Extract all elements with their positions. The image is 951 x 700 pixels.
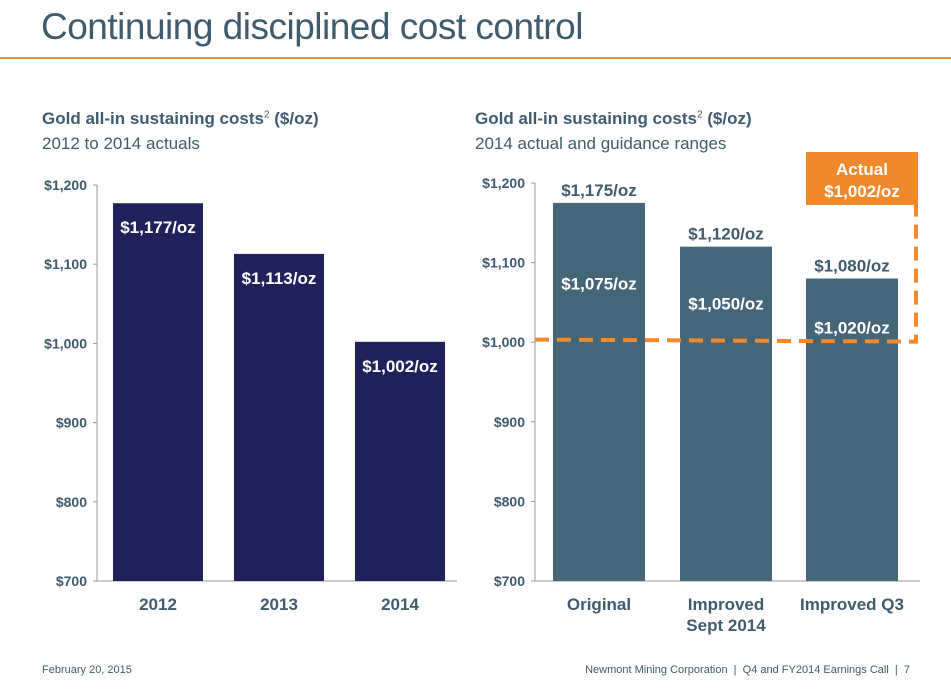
right-bar-1 [680, 246, 772, 581]
left-title-text: Gold all-in sustaining costs [42, 109, 264, 128]
left-x-tick-label: 2012 [139, 595, 177, 614]
right-bar-2 [806, 278, 898, 581]
footer-date: February 20, 2015 [42, 664, 132, 676]
left-bar-value-label: $1,002/oz [362, 357, 438, 376]
actual-callout-label: Actual [836, 160, 888, 179]
right-bar-high-label: $1,175/oz [561, 181, 637, 200]
left-bar-2013 [234, 253, 324, 582]
right-title-text: Gold all-in sustaining costs [475, 109, 697, 128]
right-title-unit: ($/oz) [702, 109, 752, 128]
right-y-tick-label: $800 [494, 493, 525, 509]
left-bar-2012 [113, 203, 203, 581]
right-bar-0 [553, 202, 645, 581]
left-y-tick-label: $1,000 [44, 335, 87, 351]
left-y-tick-label: $700 [56, 573, 87, 589]
right-bar-high-label: $1,120/oz [688, 225, 764, 244]
right-x-tick-label: Improved [688, 595, 765, 614]
right-bar-low-label: $1,075/oz [561, 275, 637, 294]
left-bar-value-label: $1,177/oz [120, 218, 196, 237]
right-chart-subtitle: 2014 actual and guidance ranges [475, 134, 727, 153]
left-bar-2014 [355, 341, 445, 581]
actual-dashed-line [534, 205, 918, 344]
right-y-tick-label: $700 [494, 573, 525, 589]
right-x-tick-label: Improved Q3 [800, 595, 904, 614]
left-x-tick-label: 2013 [260, 595, 298, 614]
left-y-tick-label: $1,100 [44, 256, 87, 272]
right-chart-title: Gold all-in sustaining costs2 ($/oz) [475, 109, 752, 129]
left-chart-title: Gold all-in sustaining costs2 ($/oz) [42, 109, 319, 129]
right-y-tick-label: $1,100 [482, 255, 525, 271]
left-y-tick-label: $1,200 [44, 177, 87, 193]
right-bar-low-label: $1,050/oz [688, 294, 764, 313]
left-y-tick-label: $900 [56, 415, 87, 431]
actual-callout-box [806, 152, 918, 205]
right-y-tick-label: $1,200 [482, 175, 525, 191]
right-y-tick-label: $1,000 [482, 334, 525, 350]
right-x-tick-label: Sept 2014 [686, 616, 766, 635]
footer-info: Newmont Mining Corporation | Q4 and FY20… [585, 664, 910, 676]
right-y-tick-label: $900 [494, 414, 525, 430]
left-chart-subtitle: 2012 to 2014 actuals [42, 134, 200, 153]
title-divider [0, 57, 951, 59]
left-title-footnote: 2 [263, 109, 270, 121]
actual-callout-label: $1,002/oz [824, 182, 900, 201]
right-title-footnote: 2 [696, 109, 703, 121]
left-y-tick-label: $800 [56, 494, 87, 510]
right-x-tick-label: Original [567, 595, 631, 614]
left-title-unit: ($/oz) [269, 109, 319, 128]
right-bar-low-label: $1,020/oz [814, 318, 890, 337]
right-bar-high-label: $1,080/oz [814, 257, 890, 276]
left-x-tick-label: 2014 [381, 595, 419, 614]
left-bar-value-label: $1,113/oz [242, 269, 317, 288]
slide-title: Continuing disciplined cost control [41, 6, 583, 47]
